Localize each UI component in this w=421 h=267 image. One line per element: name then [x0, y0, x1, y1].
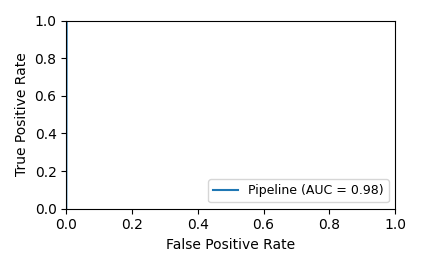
- X-axis label: False Positive Rate: False Positive Rate: [166, 238, 295, 252]
- Pipeline (AUC = 0.98): [66, 19, 71, 22]
- Pipeline (AUC = 0.98): [71, 19, 76, 22]
- Line: Pipeline (AUC = 0.98): Pipeline (AUC = 0.98): [66, 21, 395, 209]
- Pipeline (AUC = 0.98): [66, 19, 71, 22]
- Pipeline (AUC = 0.98): [81, 19, 86, 22]
- Y-axis label: True Positive Rate: True Positive Rate: [15, 53, 29, 176]
- Legend: Pipeline (AUC = 0.98): Pipeline (AUC = 0.98): [208, 179, 389, 202]
- Pipeline (AUC = 0.98): [64, 207, 69, 210]
- Pipeline (AUC = 0.98): [392, 19, 397, 22]
- Pipeline (AUC = 0.98): [258, 19, 263, 22]
- Pipeline (AUC = 0.98): [366, 19, 371, 22]
- Pipeline (AUC = 0.98): [292, 19, 297, 22]
